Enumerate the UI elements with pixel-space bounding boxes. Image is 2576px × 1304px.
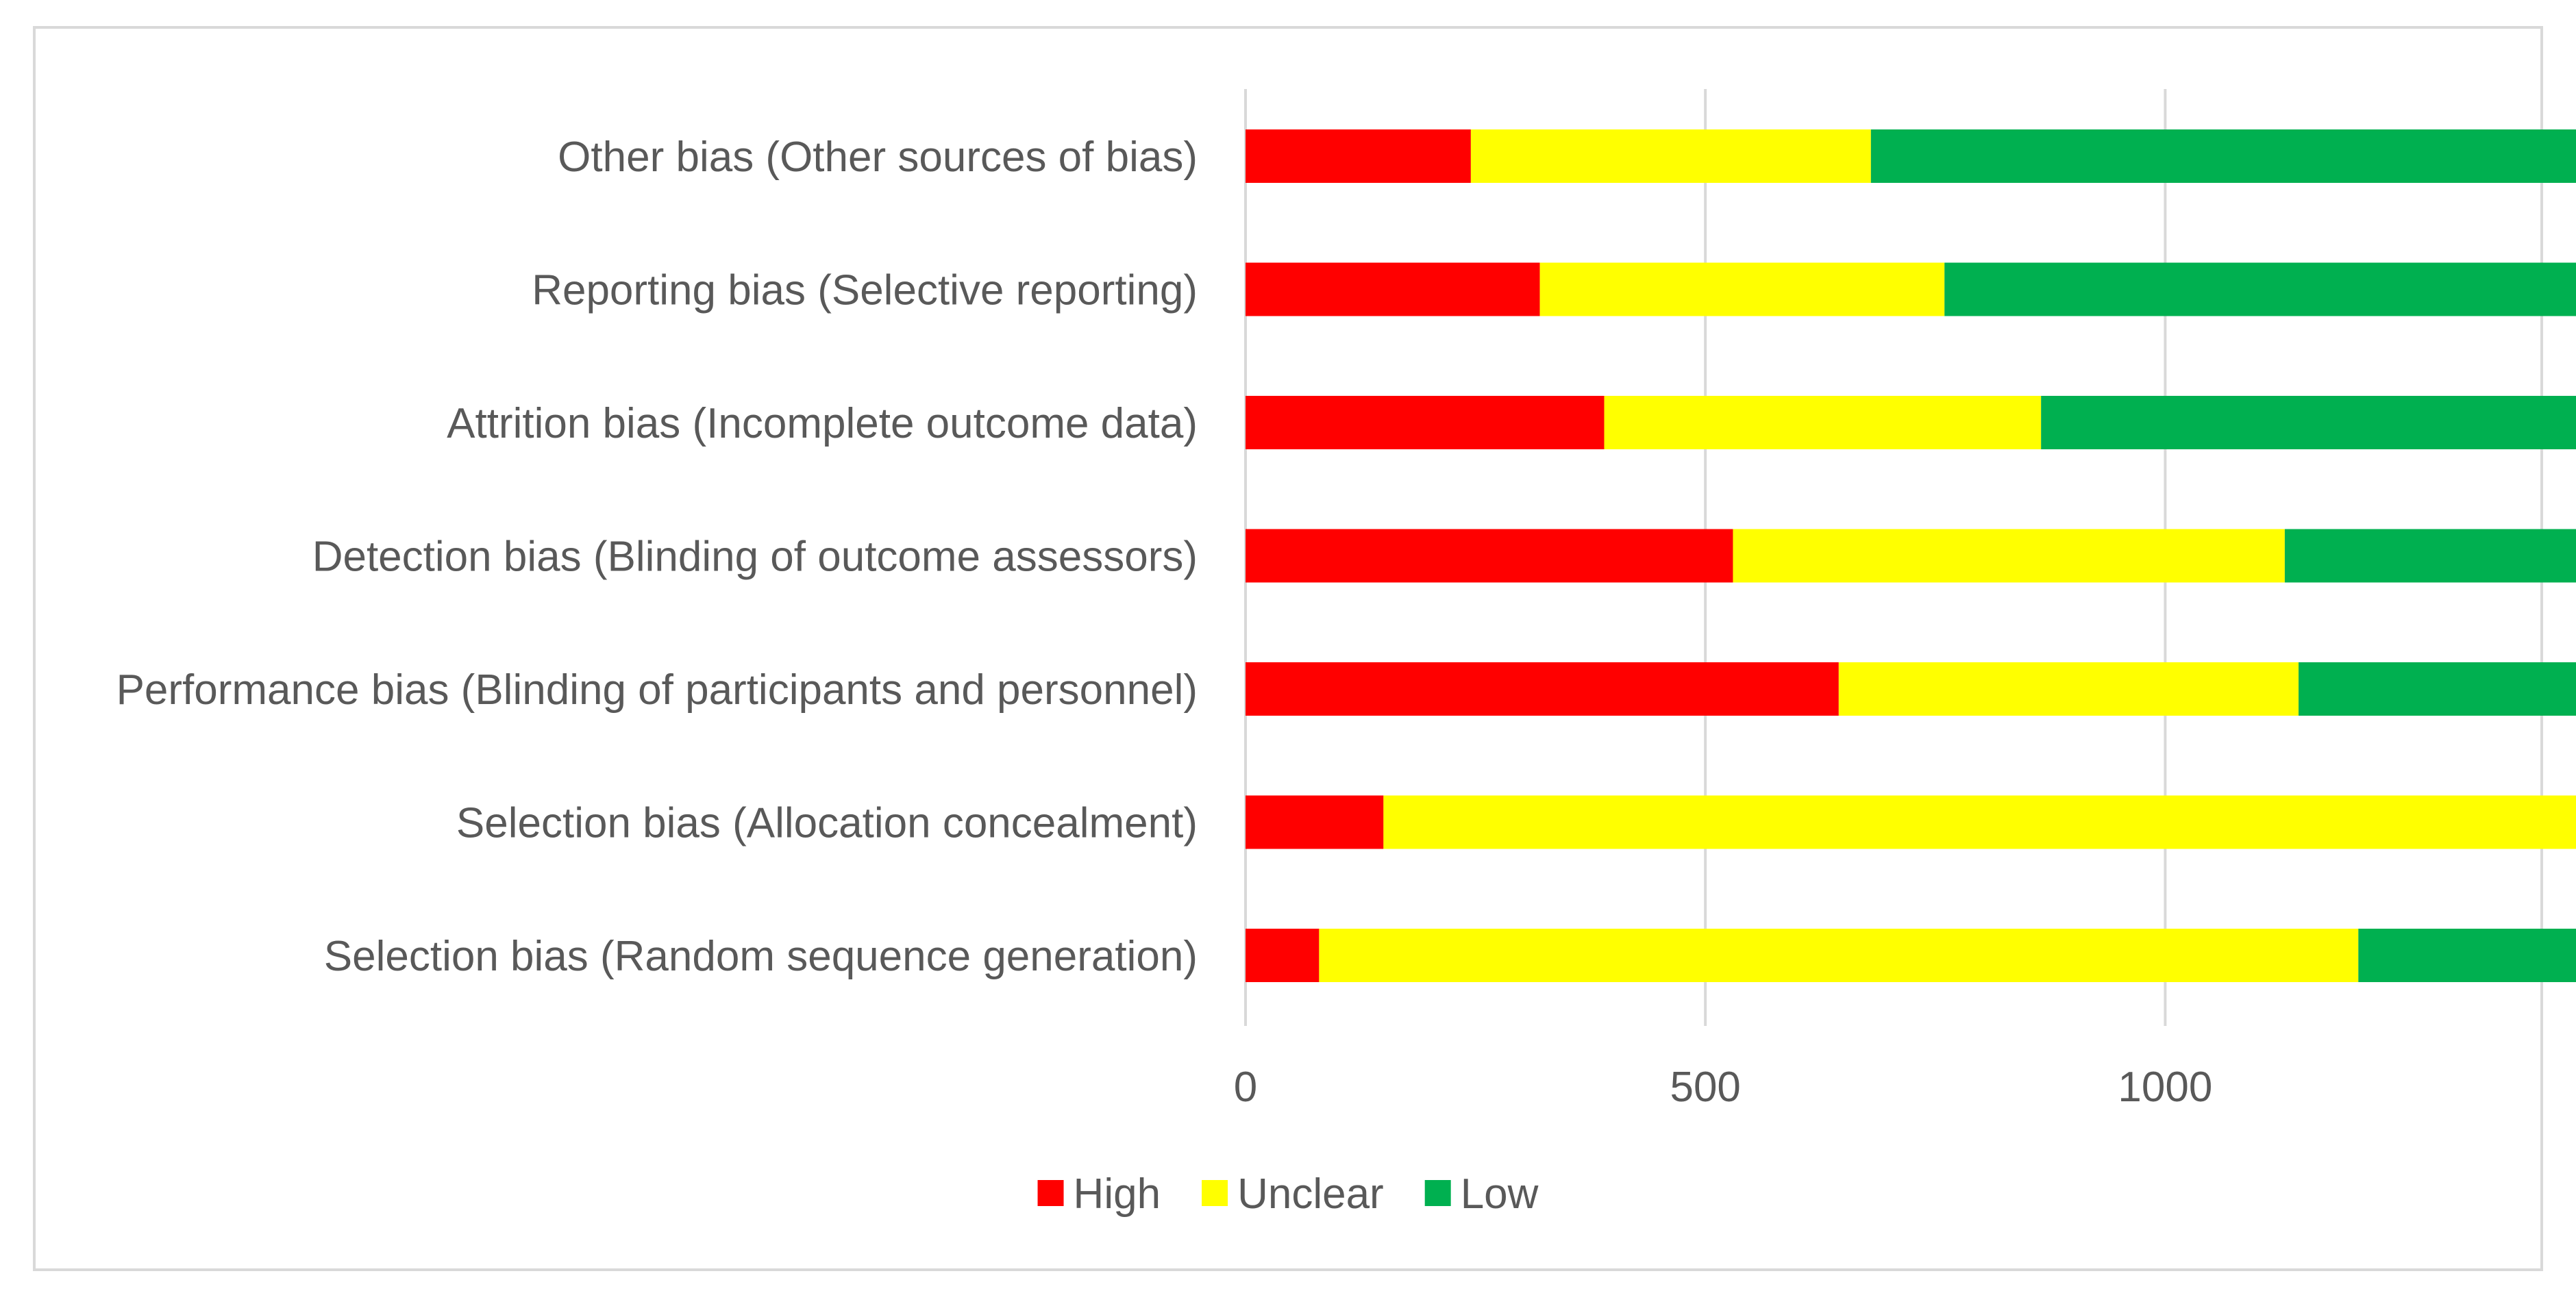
legend-label: High bbox=[1074, 1170, 1161, 1218]
category-label: Reporting bias (Selective reporting) bbox=[532, 267, 1198, 314]
bar-unclear-3 bbox=[1733, 529, 2285, 583]
x-tick-label: 500 bbox=[1670, 1064, 1740, 1111]
category-label: Other bias (Other sources of bias) bbox=[558, 134, 1198, 181]
category-label: Detection bias (Blinding of outcome asse… bbox=[312, 534, 1198, 581]
legend-swatch-high bbox=[1037, 1180, 1064, 1206]
bar-high-0 bbox=[1246, 129, 1471, 183]
legend-item-high: High bbox=[1037, 1170, 1161, 1218]
legend-swatch-unclear bbox=[1202, 1180, 1228, 1206]
category-label: Performance bias (Blinding of participan… bbox=[116, 666, 1198, 714]
bar-unclear-0 bbox=[1470, 129, 1871, 183]
bar-unclear-1 bbox=[1539, 262, 1945, 316]
bar-high-4 bbox=[1246, 662, 1839, 716]
category-labels: Other bias (Other sources of bias) Report… bbox=[116, 134, 1198, 980]
legend-label: Unclear bbox=[1237, 1170, 1384, 1218]
bar-high-6 bbox=[1246, 929, 1320, 982]
legend-item-low: Low bbox=[1424, 1170, 1539, 1218]
bar-high-3 bbox=[1246, 529, 1733, 583]
category-label: Selection bias (Allocation concealment) bbox=[456, 800, 1198, 847]
bar-unclear-6 bbox=[1319, 929, 2359, 982]
category-label: Attrition bias (Incomplete outcome data) bbox=[447, 400, 1198, 447]
bar-unclear-5 bbox=[1383, 795, 2576, 849]
bars bbox=[1246, 129, 2576, 982]
bar-unclear-4 bbox=[1838, 662, 2299, 716]
bar-high-1 bbox=[1246, 262, 1540, 316]
legend-label: Low bbox=[1461, 1170, 1539, 1218]
bar-high-2 bbox=[1246, 396, 1605, 449]
bar-low-2 bbox=[2041, 396, 2576, 449]
bar-high-5 bbox=[1246, 795, 1384, 849]
bar-low-0 bbox=[1870, 129, 2576, 183]
x-axis-ticks: 05001000150020002500 bbox=[1234, 1064, 2213, 1111]
x-tick-label: 0 bbox=[1234, 1064, 1257, 1111]
legend-item-unclear: Unclear bbox=[1202, 1170, 1384, 1218]
bar-low-3 bbox=[2284, 529, 2576, 583]
x-tick-label: 1000 bbox=[2118, 1064, 2212, 1111]
legend-swatch-low bbox=[1424, 1180, 1451, 1206]
chart-frame bbox=[33, 26, 2543, 1271]
category-label: Selection bias (Random sequence generati… bbox=[324, 933, 1198, 980]
bar-low-4 bbox=[2299, 662, 2576, 716]
bar-low-6 bbox=[2358, 929, 2576, 982]
bar-unclear-2 bbox=[1604, 396, 2042, 449]
bar-low-1 bbox=[1944, 262, 2576, 316]
legend: High Unclear Low bbox=[1037, 1170, 1539, 1218]
